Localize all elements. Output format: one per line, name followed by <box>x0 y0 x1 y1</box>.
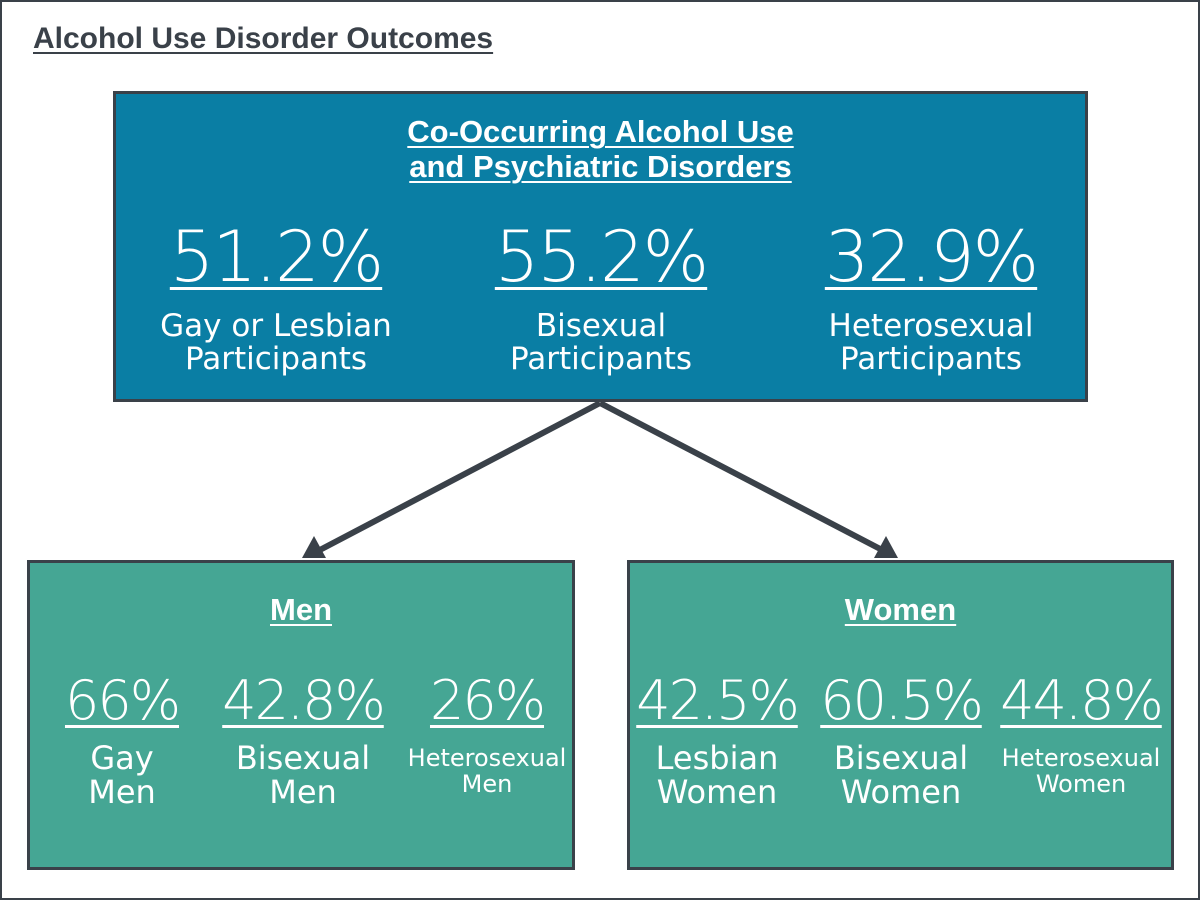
stat-bisexual-men: 42.8% Bisexual Men <box>208 671 398 810</box>
women-box: Women 42.5% Lesbian Women 60.5% Bisexual… <box>627 560 1174 870</box>
stat-value: 55.2% <box>494 216 709 298</box>
page-title: Alcohol Use Disorder Outcomes <box>33 22 494 55</box>
stat-label-line2: Participants <box>509 340 693 377</box>
stat-gay-lesbian-participants: 51.2% Gay or Lesbian Participants <box>116 219 436 375</box>
stat-heterosexual-men: 26% Heterosexual Men <box>392 671 582 797</box>
stat-label-line1: Bisexual <box>235 739 371 778</box>
stat-value: 44.8% <box>1000 669 1164 732</box>
stat-label: Bisexual Women <box>806 742 996 809</box>
stat-value: 42.5% <box>636 669 800 732</box>
stat-label-line2: Women <box>656 772 778 811</box>
stat-value: 32.9% <box>824 216 1039 298</box>
stat-label-line1: Heterosexual <box>1001 744 1161 773</box>
stat-label-line1: Gay <box>90 739 154 778</box>
stat-lesbian-women: 42.5% Lesbian Women <box>622 671 812 810</box>
stat-label-line2: Women <box>840 772 962 811</box>
stat-label: Gay Men <box>27 742 217 809</box>
stat-bisexual-women: 60.5% Bisexual Women <box>806 671 996 810</box>
co-occurring-heading: Co-Occurring Alcohol Use and Psychiatric… <box>116 114 1085 184</box>
co-occurring-heading-line2: and Psychiatric Disorders <box>409 148 792 184</box>
stat-gay-men: 66% Gay Men <box>27 671 217 810</box>
men-box: Men 66% Gay Men 42.8% Bisexual Men 26% H… <box>27 560 575 870</box>
stat-value: 60.5% <box>820 669 984 732</box>
women-heading: Women <box>844 592 957 627</box>
stat-label: Lesbian Women <box>622 742 812 809</box>
arrow-to-men <box>314 400 602 555</box>
co-occurring-disorders-box: Co-Occurring Alcohol Use and Psychiatric… <box>113 91 1088 402</box>
arrow-head-men <box>302 536 326 558</box>
stat-label-line1: Heterosexual <box>407 744 567 773</box>
stat-label-line1: Bisexual <box>833 739 969 778</box>
stat-label: Bisexual Men <box>208 742 398 809</box>
stat-heterosexual-women: 44.8% Heterosexual Women <box>986 671 1176 797</box>
stat-label-line1: Gay or Lesbian <box>160 308 392 344</box>
stat-label-line1: Lesbian <box>655 739 779 778</box>
stat-label: Heterosexual Women <box>986 746 1176 796</box>
stat-value: 26% <box>429 669 546 732</box>
stat-label-line2: Participants <box>184 340 368 377</box>
stat-value: 66% <box>64 669 181 732</box>
stat-label-line2: Men <box>461 769 513 798</box>
stat-label-line2: Participants <box>839 340 1023 377</box>
men-heading: Men <box>270 592 332 627</box>
stat-label-line1: Bisexual <box>535 308 667 344</box>
stat-value: 42.8% <box>222 669 386 732</box>
stat-label: Bisexual Participants <box>441 310 761 375</box>
stat-bisexual-participants: 55.2% Bisexual Participants <box>441 219 761 375</box>
stat-label-line2: Women <box>1035 769 1127 798</box>
stat-label-line2: Men <box>88 772 156 811</box>
stat-label: Gay or Lesbian Participants <box>116 310 436 375</box>
stat-heterosexual-participants: 32.9% Heterosexual Participants <box>771 219 1091 375</box>
stat-label-line2: Men <box>269 772 337 811</box>
arrow-to-women <box>598 400 888 555</box>
stat-value: 51.2% <box>169 216 384 298</box>
stat-label: Heterosexual Participants <box>771 310 1091 375</box>
stat-label: Heterosexual Men <box>392 746 582 796</box>
arrow-head-women <box>874 536 898 558</box>
co-occurring-heading-line1: Co-Occurring Alcohol Use <box>407 114 794 149</box>
stat-label-line1: Heterosexual <box>828 308 1034 344</box>
